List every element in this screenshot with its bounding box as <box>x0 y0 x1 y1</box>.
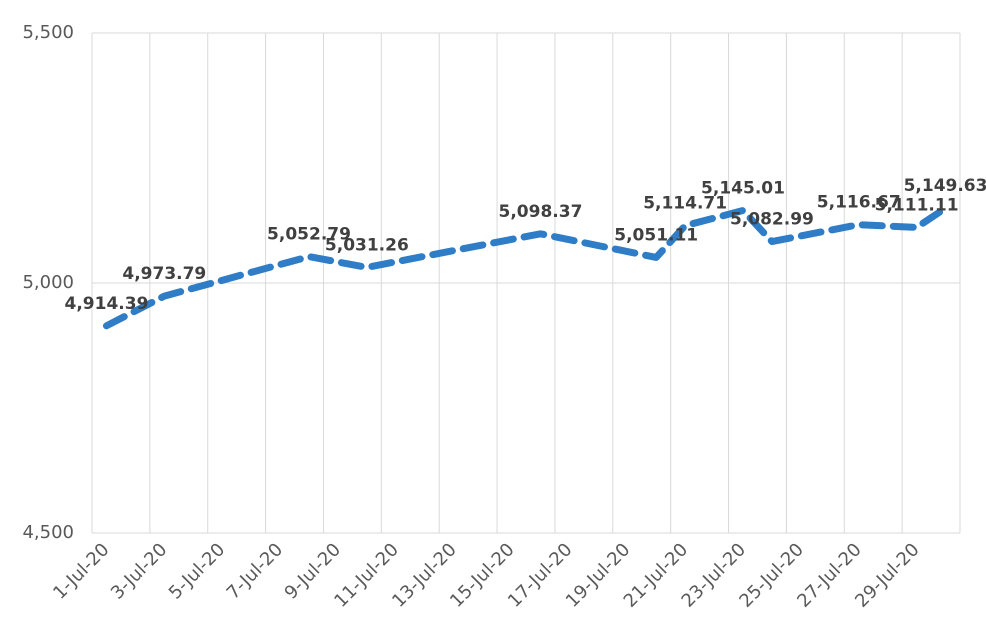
data-label: 5,149.63 <box>904 176 986 196</box>
data-label: 5,116.67 <box>817 193 901 213</box>
y-tick-label: 4,500 <box>22 522 74 543</box>
data-label: 5,031.26 <box>325 235 409 255</box>
x-tick-label: 3-Jul-20 <box>107 539 171 603</box>
data-label: 5,052.79 <box>267 225 351 245</box>
x-tick-label: 29-Jul-20 <box>851 539 924 612</box>
x-tick-label: 5-Jul-20 <box>165 539 229 603</box>
data-label: 5,098.37 <box>499 202 583 222</box>
x-tick-label: 7-Jul-20 <box>223 539 287 603</box>
data-label: 4,973.79 <box>122 264 206 284</box>
data-label: 5,051.11 <box>614 225 698 245</box>
y-tick-label: 5,500 <box>22 22 74 43</box>
data-label: 5,145.01 <box>701 178 785 198</box>
x-tick-label: 1-Jul-20 <box>49 539 113 603</box>
y-tick-label: 5,000 <box>22 272 74 293</box>
data-label: 5,114.71 <box>643 194 727 214</box>
line <box>102 204 950 330</box>
data-label: 5,111.11 <box>875 195 959 215</box>
data-label: 4,914.39 <box>65 294 149 314</box>
data-label: 5,082.99 <box>730 210 814 230</box>
